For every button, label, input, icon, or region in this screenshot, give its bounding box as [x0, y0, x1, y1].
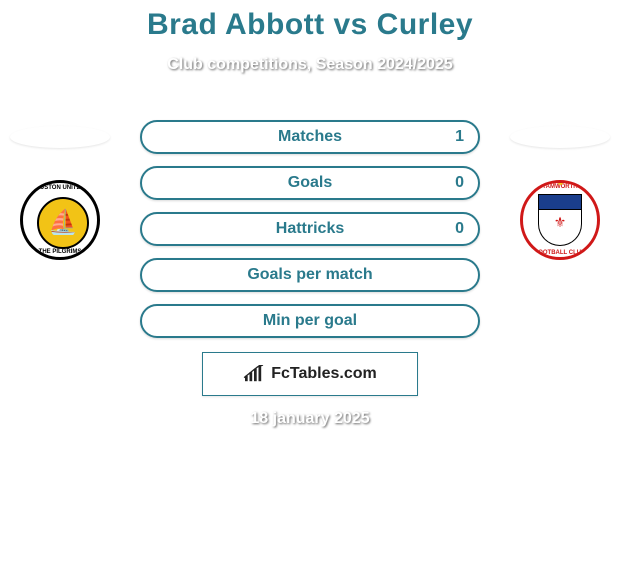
- crest-text-top: BOSTON UNITED: [23, 185, 97, 191]
- player-oval-right: [510, 126, 610, 148]
- stat-row-hattricks: Hattricks 0: [140, 212, 480, 246]
- stat-right-value: 0: [455, 174, 464, 192]
- crest-text-bottom: THE PILGRIMS: [23, 249, 97, 255]
- stat-row-goals-per-match: Goals per match: [140, 258, 480, 292]
- stat-label: Hattricks: [276, 220, 344, 238]
- club-crest-right: TAMWORTH ⚜ FOOTBALL CLUB: [520, 180, 600, 260]
- page-subtitle: Club competitions, Season 2024/2025: [0, 56, 620, 74]
- crest-inner: ⛵: [37, 197, 89, 249]
- brand-box[interactable]: FcTables.com: [202, 352, 418, 396]
- stat-label: Min per goal: [263, 312, 357, 330]
- stats-panel: Matches 1 Goals 0 Hattricks 0 Goals per …: [140, 120, 480, 350]
- boston-united-crest: BOSTON UNITED ⛵ THE PILGRIMS: [20, 180, 100, 260]
- date-text: 18 january 2025: [0, 410, 620, 428]
- stat-row-min-per-goal: Min per goal: [140, 304, 480, 338]
- stat-row-goals: Goals 0: [140, 166, 480, 200]
- crest-text-bottom: FOOTBALL CLUB: [523, 250, 597, 256]
- tamworth-crest: TAMWORTH ⚜ FOOTBALL CLUB: [520, 180, 600, 260]
- stat-right-value: 1: [455, 128, 464, 146]
- fleur-icon: ⚜: [554, 214, 567, 231]
- player-oval-left: [10, 126, 110, 148]
- ship-icon: ⛵: [48, 211, 78, 235]
- stat-label: Matches: [278, 128, 342, 146]
- barchart-icon: [243, 365, 265, 383]
- page-title: Brad Abbott vs Curley: [0, 8, 620, 42]
- stat-label: Goals: [288, 174, 332, 192]
- stat-label: Goals per match: [247, 266, 372, 284]
- header: Brad Abbott vs Curley Club competitions,…: [0, 0, 620, 74]
- stat-right-value: 0: [455, 220, 464, 238]
- stat-row-matches: Matches 1: [140, 120, 480, 154]
- shield-icon: ⚜: [538, 194, 582, 246]
- club-crest-left: BOSTON UNITED ⛵ THE PILGRIMS: [20, 180, 100, 260]
- brand-text: FcTables.com: [271, 365, 377, 383]
